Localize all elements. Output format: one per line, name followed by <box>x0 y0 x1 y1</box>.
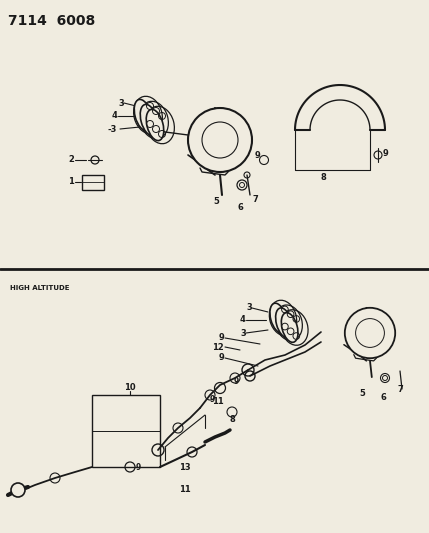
Ellipse shape <box>281 313 298 342</box>
Ellipse shape <box>140 104 158 135</box>
Circle shape <box>345 308 395 358</box>
Text: 1: 1 <box>68 177 74 187</box>
Ellipse shape <box>270 303 287 333</box>
Circle shape <box>188 108 252 172</box>
Text: 9: 9 <box>209 395 214 405</box>
Text: 8: 8 <box>229 416 235 424</box>
Ellipse shape <box>146 109 164 141</box>
Text: 4: 4 <box>240 316 246 325</box>
Bar <box>82 175 104 190</box>
Text: 9: 9 <box>218 353 224 362</box>
Text: 8: 8 <box>320 173 326 182</box>
Text: 3: 3 <box>118 99 124 108</box>
Text: 3: 3 <box>240 328 246 337</box>
Text: 7: 7 <box>397 385 403 394</box>
Text: -3: -3 <box>108 125 118 133</box>
Text: 13: 13 <box>179 464 191 472</box>
Text: 6: 6 <box>237 203 243 212</box>
Text: 9: 9 <box>383 149 389 157</box>
Text: 5: 5 <box>213 198 219 206</box>
Text: 6: 6 <box>380 393 386 402</box>
Text: 12: 12 <box>212 343 224 351</box>
Text: 2: 2 <box>68 156 74 165</box>
Text: 4: 4 <box>112 111 118 120</box>
Text: 7: 7 <box>252 195 258 204</box>
Text: 11: 11 <box>212 398 224 407</box>
Text: 9: 9 <box>233 377 239 386</box>
Text: 9: 9 <box>254 150 260 159</box>
Ellipse shape <box>275 308 292 337</box>
Circle shape <box>11 483 25 497</box>
Text: 5: 5 <box>359 389 365 398</box>
Text: 7114  6008: 7114 6008 <box>8 14 95 28</box>
Text: 9: 9 <box>136 463 141 472</box>
Text: 11: 11 <box>179 486 191 495</box>
Text: HIGH ALTITUDE: HIGH ALTITUDE <box>10 285 69 291</box>
Text: 9: 9 <box>218 334 224 343</box>
Ellipse shape <box>134 100 152 131</box>
Bar <box>92 395 160 467</box>
Text: 10: 10 <box>124 383 136 392</box>
Text: 3: 3 <box>246 303 252 312</box>
